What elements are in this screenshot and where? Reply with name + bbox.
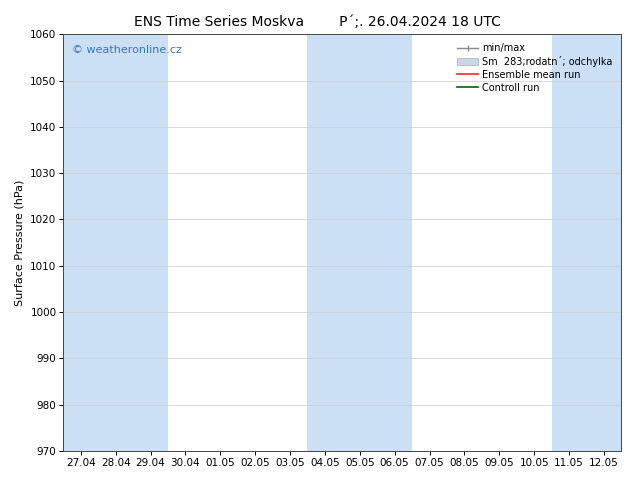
Bar	[377, 34, 412, 451]
Bar	[307, 34, 342, 451]
Legend: min/max, Sm  283;rodatn´; odchylka, Ensemble mean run, Controll run: min/max, Sm 283;rodatn´; odchylka, Ensem…	[453, 39, 616, 97]
Y-axis label: Surface Pressure (hPa): Surface Pressure (hPa)	[15, 179, 25, 306]
Bar	[133, 34, 168, 451]
Text: ENS Time Series Moskva        P´;. 26.04.2024 18 UTC: ENS Time Series Moskva P´;. 26.04.2024 1…	[134, 15, 500, 29]
Bar	[342, 34, 377, 451]
Bar	[586, 34, 621, 451]
Bar	[63, 34, 98, 451]
Text: © weatheronline.cz: © weatheronline.cz	[72, 45, 182, 55]
Bar	[552, 34, 586, 451]
Bar	[98, 34, 133, 451]
